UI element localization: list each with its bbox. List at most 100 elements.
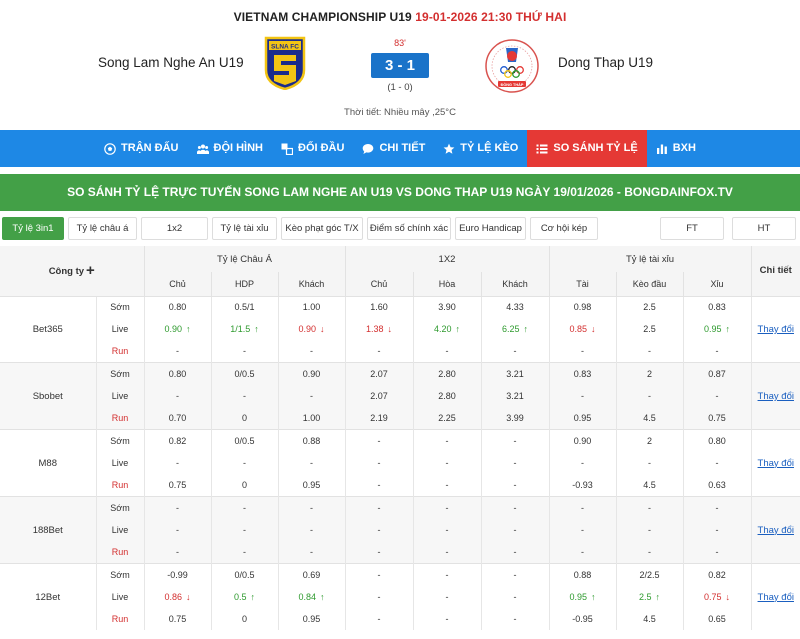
arrow-up-icon: ↑ [250,592,256,602]
nav-doi-dau[interactable]: ĐỐI ĐẦU [272,130,353,167]
bookmaker-name: 188Bet [0,496,96,564]
tab-1x2[interactable]: 1x2 [141,217,208,240]
odds-cell: - [344,429,413,453]
tab-diem-so[interactable]: Điểm số chính xác [367,217,451,240]
change-history-link[interactable]: Thay đổi [757,457,794,469]
tab-euro-handicap[interactable]: Euro Handicap [455,217,526,240]
odds-cell: 2 [615,429,683,453]
odds-cell: - [210,541,278,564]
odds-cell: - [548,518,616,542]
odds-cell: 0 [210,474,278,497]
bookmaker-name: M88 [0,429,96,497]
odds-value: 0.63 [708,480,726,491]
odds-value: - [310,346,313,357]
odds-value: - [648,547,651,558]
odds-cell: 0.80 [682,429,752,453]
change-history-link[interactable]: Thay đổi [757,323,794,335]
odds-row: Run 0.70 0 1.00 2.19 2.25 3.99 0.95 4.5 0.75 [0,407,800,430]
odds-value: 2.5 [638,592,652,602]
odds-row: Run - - - - - - - - - [0,541,800,564]
odds-cell: - [277,518,345,542]
odds-cell: -0.93 [548,474,616,497]
change-history-link[interactable]: Thay đổi [757,591,794,603]
odds-value: 0 [241,480,247,491]
change-history-link[interactable]: Thay đổi [757,390,794,402]
odds-value: 0.75 [168,480,187,491]
odds-cell: - [682,385,752,408]
nav-doi-hinh[interactable]: ĐỘI HÌNH [188,130,273,167]
match-nav: TRẬN ĐẤU ĐỘI HÌNH ĐỐI ĐẦU CHI TIẾT TỶ LỆ… [0,130,800,167]
odds-cell: - [143,385,211,408]
odds-cell: - [143,541,211,564]
odds-cell: 0.95 ↑ [548,585,616,609]
odds-cell: - [344,340,413,363]
odds-cell: - [210,452,278,475]
nav-tran-dau[interactable]: TRẬN ĐẤU [95,130,187,167]
tab-co-hoi-kep[interactable]: Cơ hội kép [530,217,598,240]
odds-cell: 0.84 ↑ [277,585,345,609]
home-team-name[interactable]: Song Lam Nghe An U19 [98,55,244,70]
plus-icon[interactable]: + [86,262,95,280]
odds-value: - [310,458,313,469]
odds-value: - [445,480,449,491]
odds-value: 2.5 [643,324,656,335]
odds-value: 0 [241,413,247,424]
odds-value: 0.82 [168,436,187,447]
odds-cell: - [277,452,345,475]
odds-cell: - [480,563,549,586]
col-header: Xỉu [682,272,752,296]
odds-value: - [243,346,246,357]
head-to-head-icon [281,143,293,155]
odds-cell: 0 [210,608,278,631]
odds-cell: 0.63 [682,474,752,497]
odds-value: - [648,346,651,357]
odds-value: 0/0.5 [234,369,255,380]
odds-value: - [176,391,179,402]
odds-cell: - [412,585,481,609]
away-team-logo[interactable]: ĐỒNG THÁP [484,38,540,94]
odds-value: 0.85 [569,324,588,335]
detail-cell: Thay đổi [750,429,800,497]
odds-cell: - [615,518,683,542]
odds-value: - [581,547,584,558]
nav-label: ĐỘI HÌNH [213,142,264,154]
odds-value: - [715,458,719,469]
tab-phat-goc[interactable]: Kèo phạt góc T/X [281,217,363,240]
odds-cell: 1/1.5 ↑ [210,318,278,341]
odds-cell: 0.90 ↓ [277,318,345,341]
nav-chi-tiet[interactable]: CHI TIẾT [353,130,434,167]
nav-bxh[interactable]: BXH [647,130,705,167]
odds-cell: - [548,340,616,363]
nav-so-sanh-ty-le[interactable]: SO SÁNH TỶ LỆ [527,130,647,167]
odds-table-body: Bet365 Sớm 0.80 0.5/1 1.00 1.60 3.90 4.33 0.98 2.… [0,295,800,631]
odds-cell: 0.83 [548,362,616,386]
odds-cell: 0.75 [682,407,752,430]
tab-3in1[interactable]: Tỷ lệ 3in1 [2,217,64,240]
odds-type-label: Live [95,585,144,609]
odds-cell: - [344,541,413,564]
odds-value: 6.25 [501,324,520,335]
tab-tai-xiu[interactable]: Tỷ lệ tài xỉu [212,217,277,240]
nav-ty-le-keo[interactable]: TỶ LỆ KÈO [434,130,527,167]
odds-value: 0.83 [573,369,592,380]
odds-value: 0.80 [708,436,726,447]
tab-ft[interactable]: FT [660,217,724,240]
change-history-link[interactable]: Thay đổi [757,524,794,536]
odds-row: Bet365 Sớm 0.80 0.5/1 1.00 1.60 3.90 4.33 0.98 2.… [0,295,800,363]
away-team-name[interactable]: Dong Thap U19 [558,55,654,70]
match-minute: 83' [394,38,406,48]
odds-cell: - [143,452,211,475]
odds-value: - [176,458,179,469]
tab-ht[interactable]: HT [732,217,796,240]
odds-cell: - [210,496,278,519]
home-team-logo[interactable]: SLNA FC [264,36,306,90]
odds-cell: 1.00 [277,295,345,319]
odds-cell: 0/0.5 [210,429,278,453]
odds-value: - [715,547,719,558]
arrow-up-icon: ↑ [254,324,259,335]
odds-cell: 0.5 ↑ [210,585,278,609]
odds-cell: 2.07 [344,385,413,408]
tab-chau-a[interactable]: Tỷ lệ châu á [68,217,137,240]
odds-value: - [513,436,517,447]
odds-value: 4.5 [643,614,656,625]
